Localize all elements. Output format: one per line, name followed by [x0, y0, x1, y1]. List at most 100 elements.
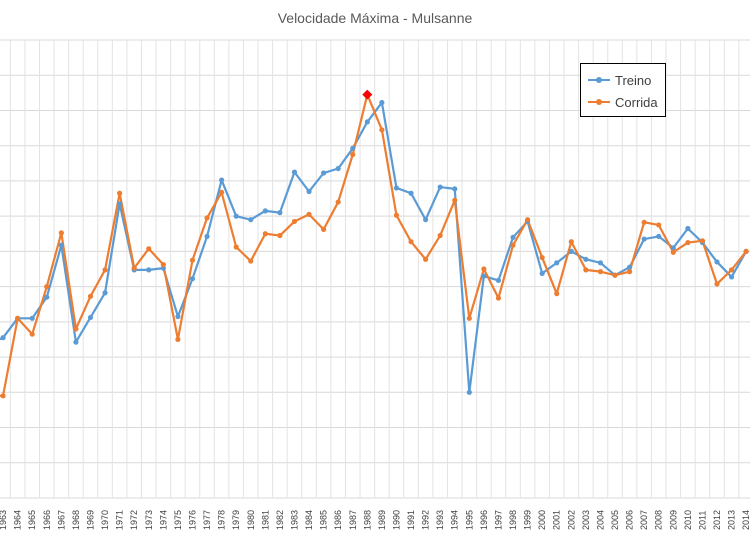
x-tick-label: 1969 — [85, 510, 95, 530]
point-corrida — [612, 272, 618, 278]
point-corrida — [262, 231, 268, 237]
legend-label-treino: Treino — [615, 72, 652, 88]
x-tick-label: 1986 — [333, 510, 343, 530]
point-treino — [146, 267, 152, 273]
point-treino — [44, 294, 50, 300]
point-corrida — [102, 267, 108, 273]
legend-swatch-corrida — [588, 99, 610, 105]
legend-item-corrida: Corrida — [588, 93, 658, 111]
point-treino — [408, 190, 414, 196]
point-corrida — [408, 239, 414, 245]
x-tick-label: 1975 — [173, 510, 183, 530]
x-tick-label: 1973 — [144, 510, 154, 530]
point-corrida — [641, 219, 647, 225]
point-corrida — [291, 218, 298, 225]
point-corrida — [219, 189, 225, 195]
x-tick-label: 2010 — [683, 510, 693, 530]
x-tick-label: 2002 — [566, 510, 576, 530]
point-treino — [379, 99, 385, 106]
point-corrida — [277, 232, 283, 239]
point-corrida — [743, 248, 749, 254]
point-treino — [350, 145, 356, 151]
point-treino — [175, 313, 181, 320]
x-tick-label: 2007 — [639, 510, 649, 530]
point-treino — [306, 188, 312, 195]
highlight-marker — [362, 89, 373, 100]
point-treino — [233, 213, 239, 219]
point-corrida — [626, 269, 633, 275]
point-treino — [0, 335, 6, 341]
point-corrida — [335, 199, 341, 205]
point-treino — [335, 165, 341, 172]
x-tick-label: 1983 — [289, 510, 299, 530]
point-treino — [670, 245, 676, 251]
point-corrida — [437, 232, 443, 239]
point-treino — [597, 260, 604, 266]
x-tick-label: 2014 — [741, 510, 750, 530]
x-tick-label: 1979 — [231, 510, 241, 530]
x-tick-label: 1972 — [129, 510, 139, 530]
point-treino — [219, 177, 225, 183]
x-tick-label: 2008 — [654, 510, 664, 530]
legend-label-corrida: Corrida — [615, 94, 658, 110]
point-treino — [568, 248, 574, 254]
point-treino — [117, 201, 123, 207]
point-treino — [291, 169, 298, 175]
point-treino — [656, 233, 662, 240]
point-treino — [248, 217, 254, 223]
point-treino — [510, 234, 516, 240]
x-tick-label: 1995 — [464, 510, 474, 530]
point-treino — [481, 273, 487, 279]
point-treino — [321, 170, 327, 176]
x-tick-label: 1988 — [362, 510, 372, 530]
point-corrida — [379, 127, 385, 133]
point-treino — [423, 217, 429, 223]
series-markers — [0, 92, 749, 399]
x-tick-label: 1968 — [71, 510, 81, 530]
point-corrida — [539, 254, 545, 261]
x-tick-label: 1996 — [479, 510, 489, 530]
x-tick-label: 1997 — [493, 510, 503, 530]
x-tick-label: 1965 — [27, 510, 37, 530]
point-corrida — [73, 326, 79, 332]
point-corrida — [117, 190, 123, 196]
point-corrida — [524, 217, 531, 223]
point-corrida — [189, 257, 196, 263]
point-corrida — [554, 291, 560, 297]
x-tick-label: 1967 — [56, 510, 66, 530]
point-corrida — [306, 211, 312, 217]
point-treino — [204, 233, 210, 240]
point-corrida — [495, 295, 502, 301]
x-tick-label: 1971 — [115, 510, 125, 530]
point-treino — [583, 256, 589, 262]
x-tick-label: 1963 — [0, 510, 8, 530]
x-tick-label: 1978 — [217, 510, 227, 530]
point-corrida — [248, 258, 254, 264]
x-tick-label: 1981 — [260, 510, 270, 530]
max-speed-highlight — [362, 89, 373, 100]
point-treino — [102, 290, 108, 296]
point-treino — [73, 339, 79, 345]
point-treino — [452, 186, 458, 192]
x-tick-label: 1974 — [158, 510, 168, 530]
point-corrida — [44, 284, 50, 290]
point-treino — [554, 260, 560, 266]
point-treino — [626, 264, 633, 270]
point-corrida — [583, 267, 589, 273]
point-corrida — [728, 267, 735, 273]
x-tick-label: 1984 — [304, 510, 314, 530]
point-corrida — [87, 293, 94, 299]
x-tick-label: 1970 — [100, 510, 110, 530]
x-tick-label: 1991 — [406, 510, 416, 530]
point-corrida — [423, 256, 429, 262]
legend-swatch-treino — [588, 77, 610, 83]
x-tick-label: 2004 — [595, 510, 605, 530]
point-corrida — [466, 315, 472, 321]
point-corrida — [481, 266, 487, 272]
legend-item-treino: Treino — [588, 71, 651, 89]
x-tick-label: 1998 — [508, 510, 518, 530]
point-corrida — [131, 265, 137, 271]
point-corrida — [350, 151, 356, 158]
x-tick-label: 1994 — [450, 510, 460, 530]
